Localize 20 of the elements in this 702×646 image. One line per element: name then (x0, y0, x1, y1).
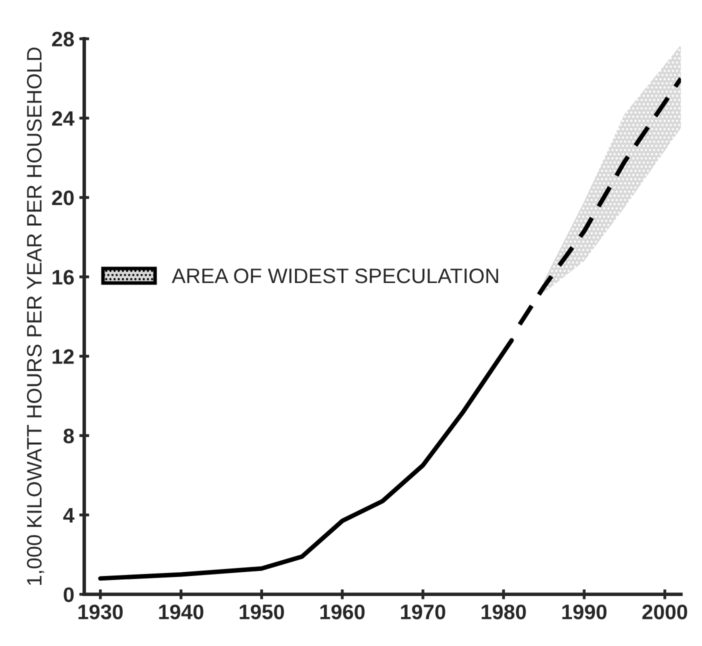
line-series (98, 338, 514, 581)
series-label: AREA OF WIDEST SPECULATION (172, 268, 498, 284)
x-tick-label: 1950 (240, 604, 284, 620)
x-tick-label: 1980 (482, 604, 526, 620)
y-tick-label: 24 (52, 111, 74, 126)
y-tick-label: 16 (52, 270, 74, 285)
y-tick-label: 8 (64, 428, 74, 444)
line-series (517, 76, 681, 327)
x-tick-label: 1930 (78, 604, 123, 620)
x-tick-label: 1960 (320, 604, 365, 620)
y-tick-label: 20 (52, 190, 74, 206)
y-tick-label: 4 (63, 508, 74, 523)
y-tick-label: 28 (52, 32, 74, 47)
x-tick-label: 1940 (159, 604, 204, 620)
y-axis-title: 1,000 KILOWATT HOURS PER YEAR PER HOUSEHOLD (26, 48, 44, 585)
y-tick-label: 0 (64, 587, 74, 602)
x-tick-label: 1970 (401, 604, 446, 620)
x-tick-label: 1990 (562, 604, 606, 620)
x-tick-label: 2000 (642, 604, 688, 620)
y-tick-label: 12 (52, 349, 74, 364)
